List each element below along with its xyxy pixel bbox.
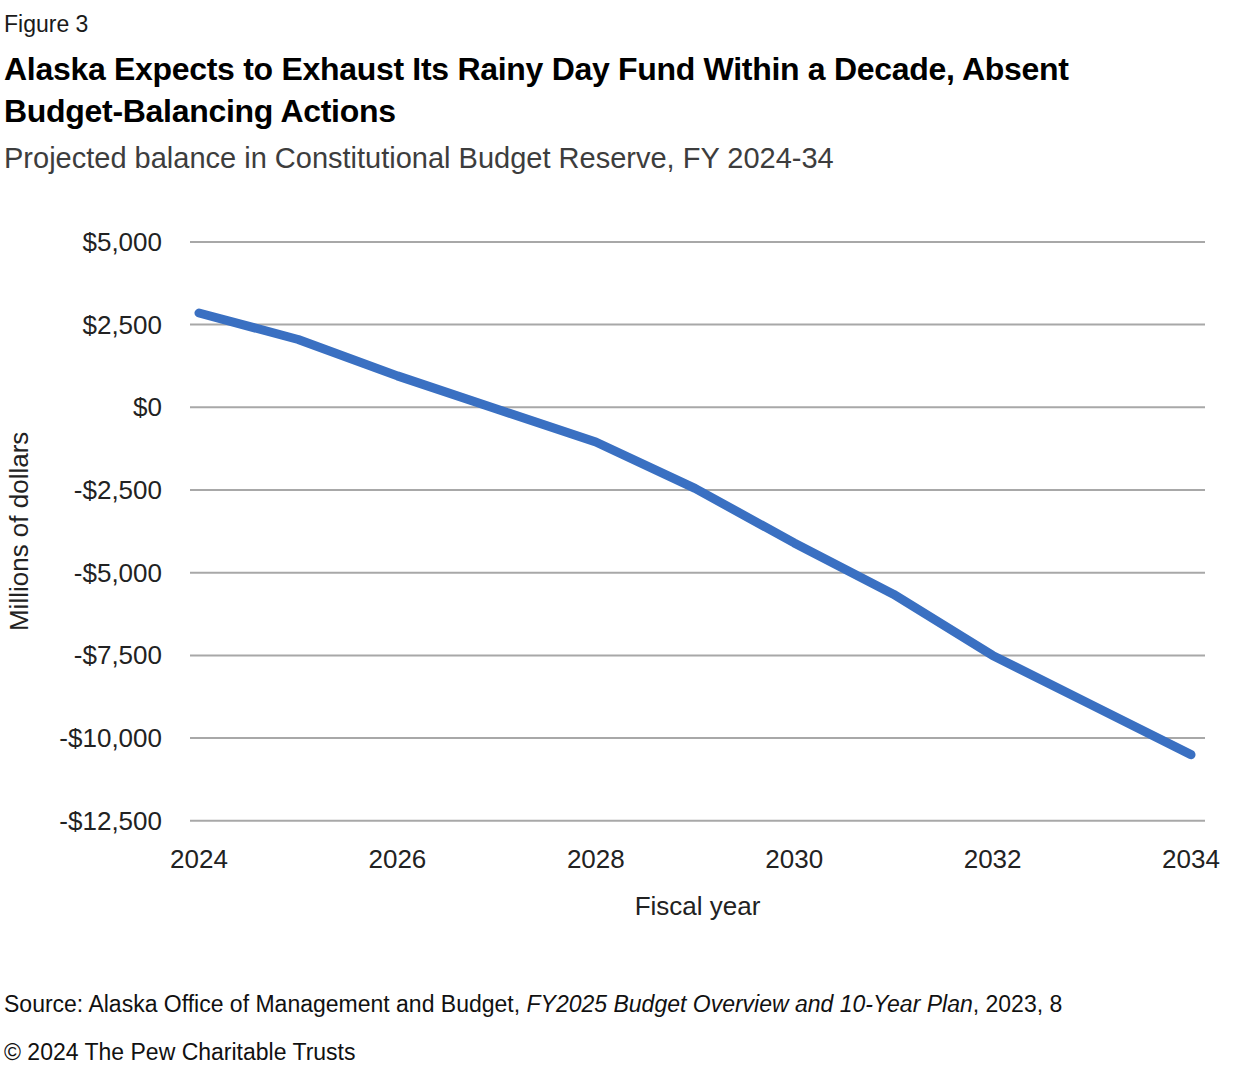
source-suffix: , 2023, 8 bbox=[973, 991, 1063, 1017]
gridlines bbox=[190, 242, 1205, 821]
chart-title: Alaska Expects to Exhaust Its Rainy Day … bbox=[4, 48, 1240, 132]
chart-header: Figure 3 Alaska Expects to Exhaust Its R… bbox=[0, 0, 1240, 176]
chart-subtitle: Projected balance in Constitutional Budg… bbox=[4, 140, 1240, 176]
y-tick-label: $5,000 bbox=[82, 227, 162, 257]
y-tick-label: -$7,500 bbox=[74, 640, 162, 670]
x-tick-labels: 2024 2026 2028 2030 2032 2034 bbox=[170, 844, 1220, 874]
x-axis-title: Fiscal year bbox=[635, 891, 761, 921]
y-tick-label: $2,500 bbox=[82, 310, 162, 340]
x-tick-label: 2032 bbox=[964, 844, 1022, 874]
line-chart: $5,000 $2,500 $0 -$2,500 -$5,000 -$7,500 -$10,… bbox=[0, 215, 1240, 960]
x-tick-label: 2028 bbox=[567, 844, 625, 874]
source-line: Source: Alaska Office of Management and … bbox=[4, 990, 1240, 1018]
x-tick-label: 2030 bbox=[765, 844, 823, 874]
chart-title-line2: Budget-Balancing Actions bbox=[4, 90, 1240, 132]
chart-footer: Source: Alaska Office of Management and … bbox=[0, 990, 1240, 1066]
series-line bbox=[199, 313, 1191, 755]
y-tick-label: $0 bbox=[133, 392, 162, 422]
source-title-italic: FY2025 Budget Overview and 10-Year Plan bbox=[527, 991, 973, 1017]
y-tick-label: -$12,500 bbox=[59, 806, 162, 836]
source-text: Source: Alaska Office of Management and … bbox=[4, 991, 527, 1017]
chart-area: $5,000 $2,500 $0 -$2,500 -$5,000 -$7,500 -$10,… bbox=[0, 215, 1240, 960]
figure-label: Figure 3 bbox=[4, 10, 1240, 38]
y-tick-label: -$10,000 bbox=[59, 723, 162, 753]
x-tick-label: 2026 bbox=[368, 844, 426, 874]
y-axis-title: Millions of dollars bbox=[4, 432, 34, 631]
y-tick-labels: $5,000 $2,500 $0 -$2,500 -$5,000 -$7,500 -$10,… bbox=[59, 227, 162, 836]
chart-title-line1: Alaska Expects to Exhaust Its Rainy Day … bbox=[4, 48, 1240, 90]
y-tick-label: -$5,000 bbox=[74, 558, 162, 588]
copyright-text: © 2024 The Pew Charitable Trusts bbox=[4, 1038, 1240, 1066]
x-tick-label: 2034 bbox=[1162, 844, 1220, 874]
y-tick-label: -$2,500 bbox=[74, 475, 162, 505]
x-tick-label: 2024 bbox=[170, 844, 228, 874]
